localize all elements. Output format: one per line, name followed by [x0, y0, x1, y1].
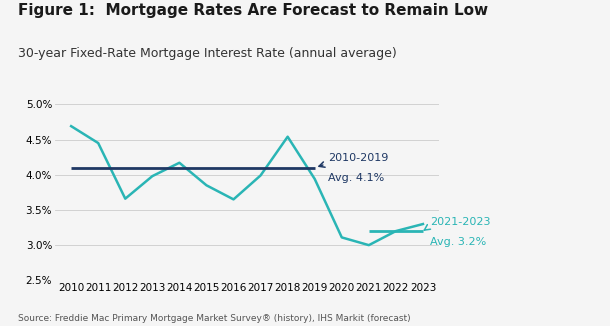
Text: 2021-2023: 2021-2023	[429, 217, 490, 227]
Text: Avg. 3.2%: Avg. 3.2%	[429, 237, 486, 247]
Text: 2010-2019: 2010-2019	[328, 154, 389, 163]
Text: Avg. 4.1%: Avg. 4.1%	[328, 173, 384, 183]
Text: Source: Freddie Mac Primary Mortgage Market Survey® (history), IHS Markit (forec: Source: Freddie Mac Primary Mortgage Mar…	[18, 314, 411, 323]
Text: 30-year Fixed-Rate Mortgage Interest Rate (annual average): 30-year Fixed-Rate Mortgage Interest Rat…	[18, 47, 397, 60]
Text: Figure 1:  Mortgage Rates Are Forecast to Remain Low: Figure 1: Mortgage Rates Are Forecast to…	[18, 3, 489, 18]
